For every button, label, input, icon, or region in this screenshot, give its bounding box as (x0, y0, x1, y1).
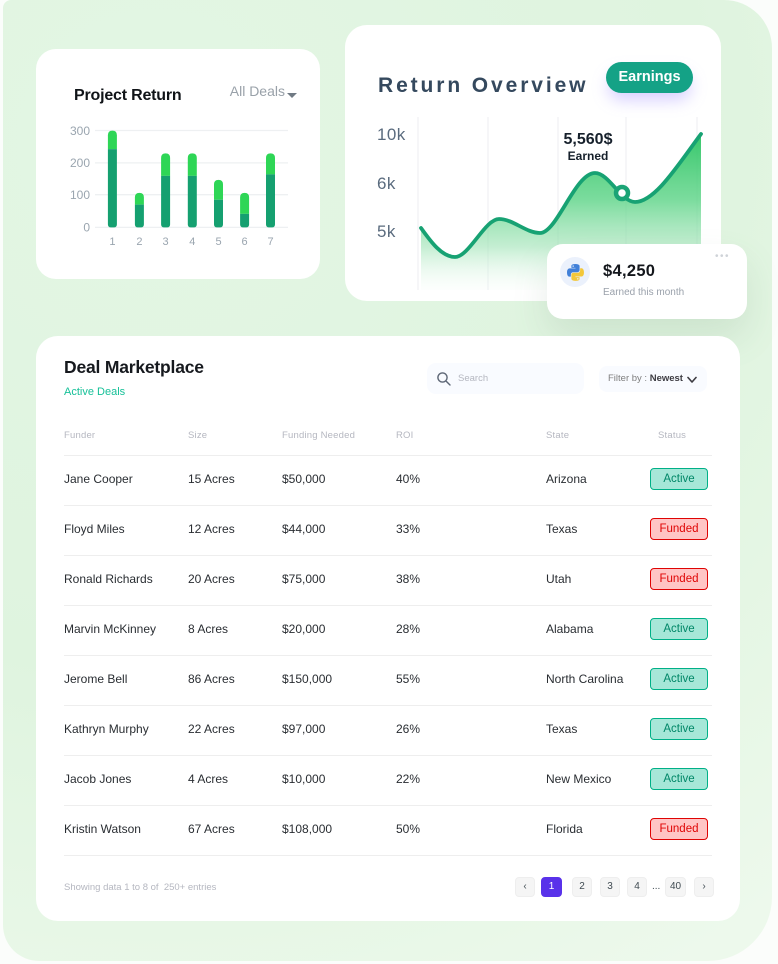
svg-text:7: 7 (267, 236, 273, 248)
svg-text:300: 300 (70, 124, 90, 138)
svg-text:3: 3 (163, 236, 169, 248)
svg-text:0: 0 (83, 221, 90, 235)
svg-text:2: 2 (136, 236, 142, 248)
svg-text:6: 6 (242, 236, 248, 248)
svg-text:100: 100 (70, 188, 90, 202)
svg-text:5: 5 (215, 236, 221, 248)
svg-text:200: 200 (70, 156, 90, 170)
svg-text:4: 4 (189, 236, 195, 248)
svg-text:1: 1 (109, 236, 115, 248)
